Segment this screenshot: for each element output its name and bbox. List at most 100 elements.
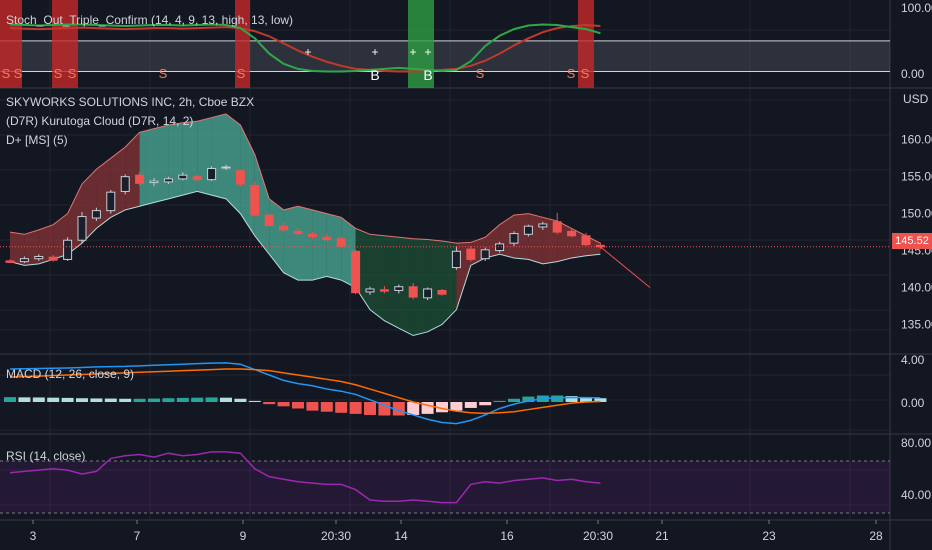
- candle-body-30: [437, 289, 447, 295]
- price-tick-2: 150.00: [901, 207, 932, 221]
- macd-histogram-bar-1: [18, 397, 31, 402]
- macd-histogram-bar-24: [349, 402, 362, 414]
- time-tick-label-1: 7: [134, 529, 141, 543]
- cloud-segment-21: [312, 209, 327, 281]
- cloud-segment-29: [427, 239, 442, 332]
- stoch-signal-column-0: [0, 0, 22, 88]
- macd-histogram-bar-6: [90, 398, 103, 402]
- sell-marker-4: S: [159, 66, 168, 81]
- time-tick-label-6: 20:30: [583, 529, 613, 543]
- stoch-tick-0: 0.00: [901, 67, 925, 81]
- cloud-segment-2: [38, 224, 54, 264]
- candle-body-27: [394, 286, 404, 291]
- time-tick-label-5: 16: [500, 529, 514, 543]
- macd-histogram-bar-29: [421, 402, 434, 414]
- macd-histogram-bar-22: [320, 402, 333, 412]
- candle-body-39: [567, 230, 577, 237]
- macd-histogram-bar-30: [436, 402, 448, 413]
- candle-body-21: [307, 233, 317, 238]
- sell-marker-6: S: [476, 66, 485, 81]
- price-tick-1: 155.00: [901, 170, 932, 184]
- candle-body-37: [538, 223, 548, 228]
- candle-body-8: [120, 176, 130, 192]
- candle-body-13: [192, 176, 202, 181]
- candle-body-2: [34, 255, 44, 260]
- cloud-segment-27: [398, 237, 414, 336]
- macd-histogram-bar-12: [176, 397, 189, 402]
- cloud-segment-20: [298, 206, 313, 281]
- stoch-signal-column-3: [578, 0, 594, 88]
- candle-body-6: [91, 210, 101, 219]
- macd-histogram-bar-18: [263, 402, 276, 405]
- macd-tick-4: 4.00: [901, 353, 925, 367]
- cloud-segment-25: [370, 234, 385, 321]
- candle-body-16: [235, 170, 245, 185]
- macd-histogram-bar-36: [522, 396, 535, 402]
- macd-histogram-bar-2: [32, 397, 45, 402]
- candle-body-32: [466, 248, 476, 260]
- macd-histogram-bar-15: [220, 397, 232, 402]
- macd-histogram-bar-4: [61, 397, 74, 402]
- macd-histogram-bar-40: [580, 397, 592, 402]
- cloud-segment-19: [283, 206, 298, 281]
- time-tick-label-0: 3: [30, 529, 37, 543]
- sell-marker-5: S: [237, 66, 246, 81]
- macd-histogram-bar-7: [104, 398, 117, 402]
- price-tick-5: 135.00: [901, 317, 932, 331]
- cross-marker-1: +: [371, 45, 378, 59]
- stoch-band: [0, 40, 890, 72]
- rsi-band: [0, 461, 890, 513]
- candle-body-34: [495, 243, 505, 252]
- candle-body-5: [77, 216, 87, 241]
- sell-marker-1: S: [14, 66, 23, 81]
- macd-histogram-bar-3: [47, 397, 60, 402]
- candle-body-12: [178, 174, 188, 180]
- stoch-k-line: [9, 23, 601, 73]
- macd-signal-line: [9, 368, 601, 415]
- cloud-segment-15: [226, 113, 241, 214]
- cloud-segment-12: [182, 121, 198, 196]
- cross-marker-0: +: [304, 45, 311, 59]
- cloud-segment-28: [413, 238, 428, 336]
- macd-histogram-bar-26: [378, 402, 391, 416]
- sell-marker-0: S: [2, 66, 11, 81]
- cross-marker-2: +: [409, 45, 416, 59]
- sell-marker-8: S: [581, 66, 590, 81]
- time-tick-label-7: 21: [655, 529, 669, 543]
- buy-marker-1: B: [423, 67, 432, 83]
- candle-body-4: [63, 239, 73, 260]
- candle-body-40: [581, 235, 591, 246]
- stoch-d-line: [9, 24, 601, 73]
- candle-body-9: [135, 174, 145, 184]
- stoch-tick-100: 100.00: [901, 1, 932, 15]
- macd-histogram-bar-32: [464, 402, 477, 408]
- cloud-segment-14: [211, 113, 226, 199]
- currency-label: USD: [903, 92, 929, 106]
- macd-histogram-bar-8: [119, 398, 132, 402]
- candle-body-15: [221, 166, 231, 169]
- time-tick-label-3: 20:30: [321, 529, 351, 543]
- macd-histogram-bar-17: [248, 400, 261, 402]
- macd-histogram-bar-33: [479, 402, 492, 406]
- candle-body-33: [480, 249, 490, 260]
- cloud-segment-10: [154, 124, 169, 203]
- time-tick-label-9: 28: [869, 529, 883, 543]
- macd-histogram-bar-21: [306, 402, 319, 411]
- cross-marker-3: +: [424, 45, 431, 59]
- macd-histogram-bar-9: [133, 398, 146, 402]
- candle-body-25: [365, 288, 375, 293]
- macd-histogram-bar-16: [234, 398, 247, 402]
- macd-histogram-bar-23: [335, 402, 348, 413]
- cloud-lower-line: [9, 190, 601, 337]
- cloud-upper-line: [9, 113, 601, 244]
- cloud-segment-11: [168, 122, 183, 199]
- stoch-signal-column-1: [52, 0, 78, 88]
- stoch-panel-title: Stoch_Out_Triple_Confirm (14, 4, 9, 13, …: [6, 13, 294, 27]
- candle-body-26: [379, 289, 389, 292]
- rsi-line: [9, 451, 601, 504]
- dplus-indicator-label: D+ [MS] (5): [6, 133, 68, 147]
- cloud-segment-17: [254, 154, 270, 255]
- macd-histogram-bar-11: [162, 398, 175, 402]
- macd-histogram-bar-5: [76, 398, 88, 402]
